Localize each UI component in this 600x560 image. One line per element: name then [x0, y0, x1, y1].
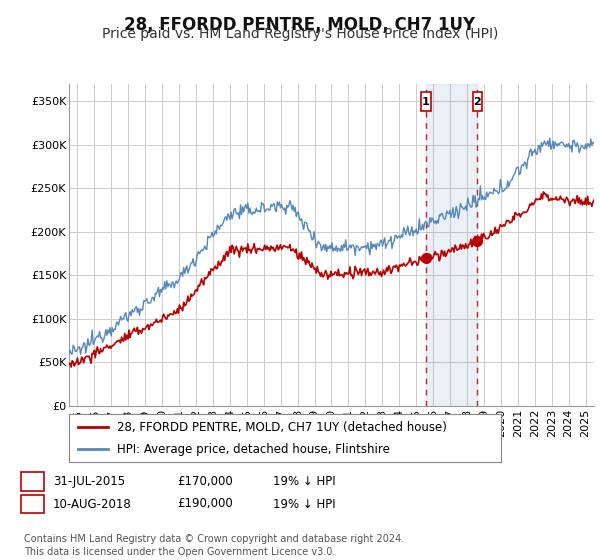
Text: Price paid vs. HM Land Registry's House Price Index (HPI): Price paid vs. HM Land Registry's House …	[102, 27, 498, 41]
Text: 19% ↓ HPI: 19% ↓ HPI	[273, 475, 335, 488]
Text: Contains HM Land Registry data © Crown copyright and database right 2024.
This d: Contains HM Land Registry data © Crown c…	[24, 534, 404, 557]
Text: 28, FFORDD PENTRE, MOLD, CH7 1UY (detached house): 28, FFORDD PENTRE, MOLD, CH7 1UY (detach…	[116, 421, 446, 434]
Text: 1: 1	[28, 475, 37, 488]
Text: 2: 2	[473, 97, 481, 107]
Text: 1: 1	[422, 97, 430, 107]
Bar	[426, 84, 478, 406]
Text: £190,000: £190,000	[177, 497, 233, 511]
FancyBboxPatch shape	[421, 92, 431, 111]
Text: 10-AUG-2018: 10-AUG-2018	[53, 497, 131, 511]
FancyBboxPatch shape	[473, 92, 482, 111]
Text: 2: 2	[28, 497, 37, 511]
Text: 31-JUL-2015: 31-JUL-2015	[53, 475, 125, 488]
Text: 19% ↓ HPI: 19% ↓ HPI	[273, 497, 335, 511]
Text: £170,000: £170,000	[177, 475, 233, 488]
Text: 28, FFORDD PENTRE, MOLD, CH7 1UY: 28, FFORDD PENTRE, MOLD, CH7 1UY	[124, 16, 476, 34]
Text: HPI: Average price, detached house, Flintshire: HPI: Average price, detached house, Flin…	[116, 442, 389, 456]
